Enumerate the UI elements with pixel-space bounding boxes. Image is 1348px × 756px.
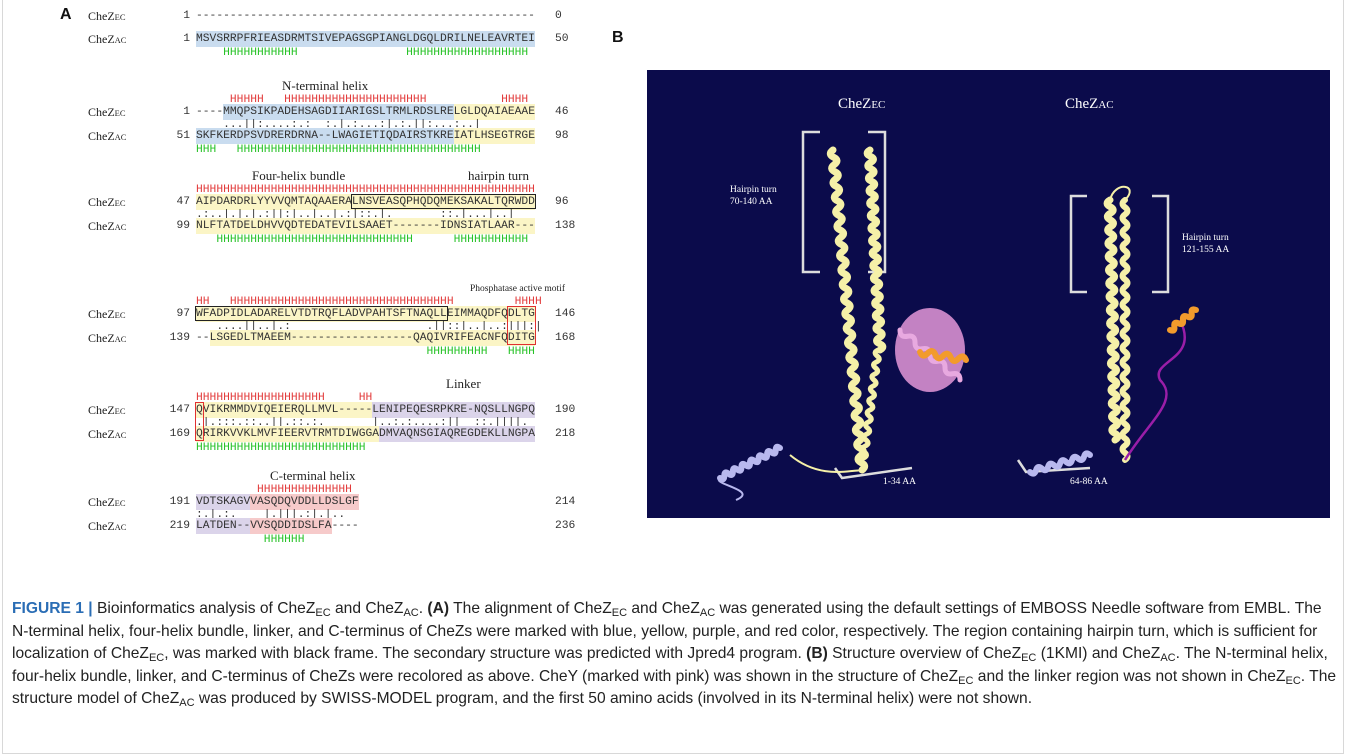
caption-run: Structure overview of CheZ — [828, 645, 1021, 662]
caption-run: EC — [1286, 675, 1301, 687]
caption-run: and CheZ — [627, 600, 700, 617]
title-base: CheZ — [1065, 96, 1098, 112]
caption-run: AC — [179, 697, 194, 709]
caption-run: and the linker region was not shown in C… — [973, 668, 1285, 685]
structure-annotation: 64-86 AA — [1070, 477, 1108, 487]
caption-run: EC — [315, 607, 330, 619]
figure-caption: FIGURE 1 | Bioinformatics analysis of Ch… — [12, 598, 1340, 711]
caption-run: EC — [149, 652, 164, 664]
caption-run: (1KMI) and CheZ — [1036, 645, 1160, 662]
structure-annotation: Hairpin turn — [1182, 233, 1229, 243]
helix — [1107, 200, 1118, 440]
caption-run: The alignment of CheZ — [449, 600, 612, 617]
structure-annotation: Hairpin turn — [730, 185, 777, 195]
caption-run: AC — [403, 607, 418, 619]
caption-run: (B) — [806, 645, 828, 662]
title-base: CheZ — [838, 96, 871, 112]
caption-run: , was marked with black frame. The secon… — [164, 645, 806, 662]
caption-run: FIGURE 1 | — [12, 600, 93, 617]
caption-run: EC — [958, 675, 973, 687]
structure-annotation: 121-155 AA — [1182, 245, 1229, 255]
caption-run: Bioinformatics analysis of CheZ — [93, 600, 316, 617]
structure-annotation: 70-140 AA — [730, 197, 773, 207]
title-sub: AC — [1098, 99, 1113, 111]
structure-annotation: 1-34 AA — [883, 477, 916, 487]
caption-run: (A) — [427, 600, 449, 617]
caption-run: was produced by SWISS-MODEL program, and… — [195, 690, 1033, 707]
panel-label: B — [612, 29, 624, 46]
caption-run: and CheZ — [331, 600, 404, 617]
caption-run: EC — [612, 607, 627, 619]
structure-title: CheZEC — [838, 96, 885, 112]
structure-title: CheZAC — [1065, 96, 1114, 112]
caption-run: AC — [700, 607, 715, 619]
caption-run: EC — [1021, 652, 1036, 664]
title-sub: EC — [871, 99, 885, 111]
caption-run: AC — [1160, 652, 1175, 664]
structure-image — [647, 70, 1330, 518]
